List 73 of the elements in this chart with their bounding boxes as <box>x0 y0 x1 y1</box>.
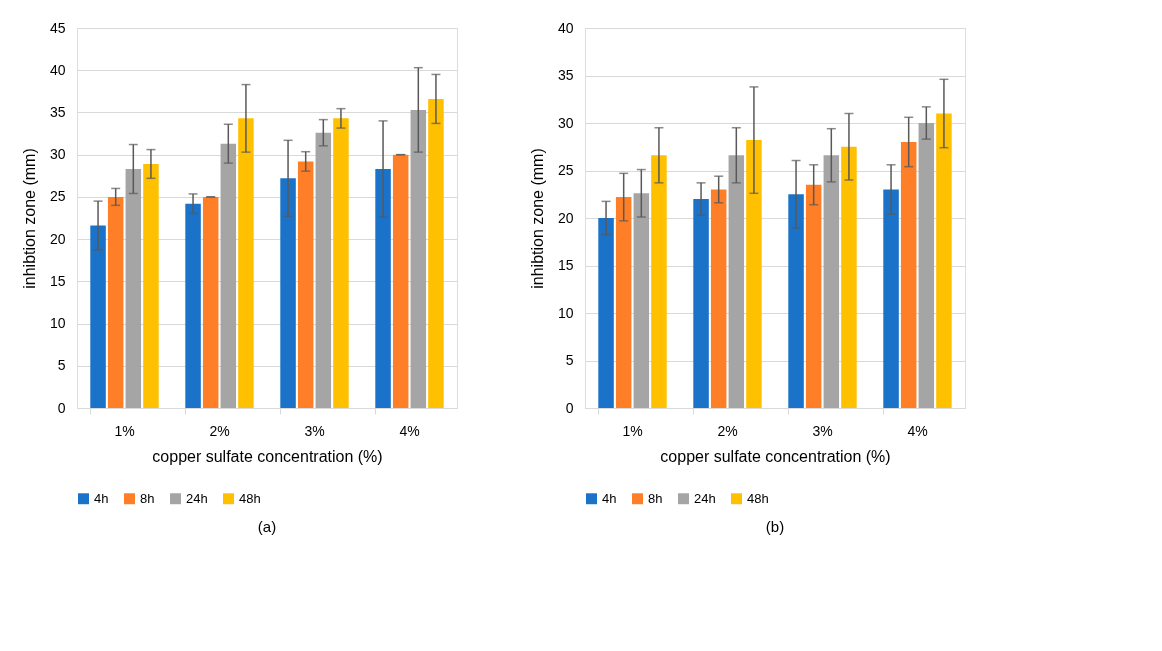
y-tick-label: 35 <box>49 103 66 120</box>
bar <box>428 98 444 408</box>
bar <box>805 184 822 408</box>
bar <box>823 155 840 408</box>
bar <box>728 155 745 408</box>
bar <box>651 155 667 408</box>
legend-label: 24h <box>186 490 208 506</box>
bar <box>220 143 237 408</box>
bar <box>788 194 804 408</box>
bar <box>125 169 142 408</box>
x-tick-label: 4% <box>399 422 420 439</box>
bar <box>185 203 201 408</box>
legend-label: 48h <box>747 490 769 506</box>
y-tick-label: 30 <box>557 114 574 131</box>
bar <box>315 132 332 408</box>
x-tick-label: 1% <box>114 422 135 439</box>
legend-label: 48h <box>239 490 261 506</box>
text: (b) <box>765 518 785 535</box>
x-tick-label: 3% <box>304 422 325 439</box>
bar <box>107 196 124 408</box>
bar <box>883 189 899 408</box>
bar <box>280 178 296 408</box>
x-tick-label: 2% <box>209 422 230 439</box>
bar <box>841 146 857 408</box>
bar <box>410 109 427 408</box>
y-tick-label: 0 <box>57 399 66 416</box>
bar <box>297 161 314 408</box>
x-axis-title: copper sulfate concentration (%) <box>660 447 891 465</box>
y-tick-label: 5 <box>565 352 574 368</box>
x-tick-label: 1% <box>622 422 643 439</box>
bar <box>746 140 762 408</box>
bar <box>90 225 106 408</box>
text: (a) <box>257 518 277 535</box>
x-tick-label: 2% <box>717 422 738 439</box>
y-tick-label: 0 <box>565 399 574 416</box>
bar <box>936 113 952 408</box>
x-tick-label: 3% <box>812 422 833 439</box>
legend-label: 8h <box>140 490 155 506</box>
y-tick-label: 40 <box>557 19 574 36</box>
legend-label: 4h <box>602 490 617 506</box>
bar <box>693 199 709 408</box>
y-tick-label: 25 <box>49 188 66 205</box>
y-tick-label: 45 <box>49 19 66 36</box>
y-axis-title: inhibtion zone (mm) <box>20 148 38 289</box>
y-tick-label: 15 <box>557 257 574 273</box>
y-tick-label: 20 <box>557 209 574 226</box>
y-tick-label: 10 <box>557 304 574 321</box>
bar <box>392 154 409 408</box>
bar <box>710 189 727 408</box>
bar <box>900 142 917 408</box>
bar <box>333 118 349 408</box>
x-axis-title: copper sulfate concentration (%) <box>152 447 383 465</box>
legend-label: 4h <box>94 490 109 506</box>
x-tick-label: 4% <box>907 422 928 439</box>
y-tick-label: 15 <box>49 272 66 289</box>
legend-label: 8h <box>648 490 663 506</box>
y-tick-label: 40 <box>49 61 66 78</box>
bar <box>615 197 632 408</box>
y-tick-label: 25 <box>557 162 574 178</box>
y-tick-label: 10 <box>49 315 66 332</box>
legend-label: 24h <box>694 490 716 506</box>
bar <box>375 169 391 408</box>
bar <box>598 218 614 408</box>
bar <box>633 193 650 408</box>
bar <box>918 123 935 408</box>
y-tick-label: 35 <box>557 67 574 83</box>
bar <box>238 118 254 408</box>
y-axis-title: inhibtion zone (mm) <box>528 148 546 289</box>
y-tick-label: 20 <box>49 230 66 247</box>
bar <box>202 196 219 408</box>
y-tick-label: 5 <box>57 357 66 374</box>
y-tick-label: 30 <box>49 146 66 163</box>
bar <box>143 163 159 408</box>
